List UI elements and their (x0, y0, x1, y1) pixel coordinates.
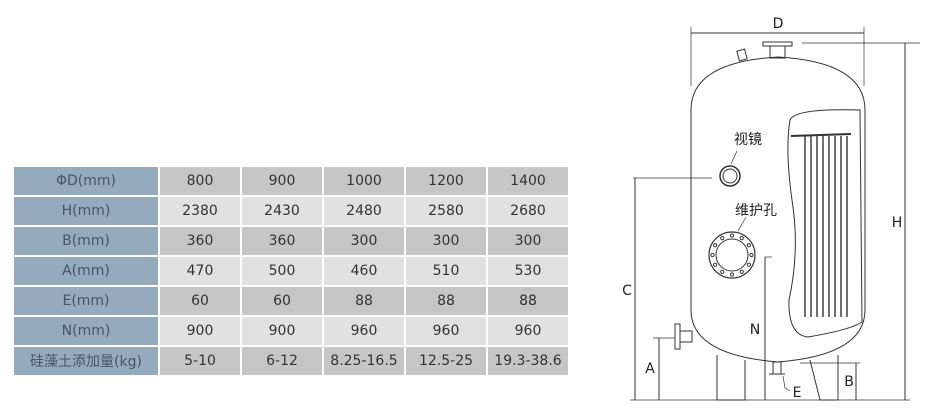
row-header: 硅藻土添加量(kg) (14, 347, 158, 375)
bolt (739, 269, 744, 274)
label-b: B (844, 374, 854, 390)
table-cell: 1000 (324, 167, 404, 195)
label-a: A (645, 361, 655, 377)
table-cell: 8.25-16.5 (324, 347, 404, 375)
bolt (713, 243, 718, 248)
table-cell: 530 (488, 257, 568, 285)
table-cell: 960 (488, 317, 568, 345)
table-row: N(mm) 900 900 960 960 960 (14, 317, 568, 345)
tank-body (690, 56, 866, 363)
cutaway (787, 109, 863, 338)
table-cell: 470 (160, 257, 240, 285)
table-cell: 5-10 (160, 347, 240, 375)
table-row: H(mm) 2380 2430 2480 2580 2680 (14, 197, 568, 225)
table-cell: 510 (406, 257, 486, 285)
bolt (729, 272, 735, 277)
table-cell: 300 (406, 227, 486, 255)
bolt (746, 243, 751, 248)
table-cell: 2480 (324, 197, 404, 225)
table-cell: 900 (242, 317, 322, 345)
label-manhole: 维护孔 (735, 203, 777, 219)
table-cell: 360 (242, 227, 322, 255)
table-cell: 2380 (160, 197, 240, 225)
bolt (720, 269, 725, 274)
bolt (746, 262, 751, 267)
bottom-drain (772, 361, 782, 375)
row-header: A(mm) (14, 257, 158, 285)
table-cell: 88 (324, 287, 404, 315)
bolt (713, 262, 718, 267)
bolt (729, 233, 735, 238)
table-cell: 300 (488, 227, 568, 255)
table-cell: 2680 (488, 197, 568, 225)
bolt (720, 236, 725, 241)
vent-valve (736, 48, 748, 62)
table-cell: 960 (406, 317, 486, 345)
table-row: ΦD(mm) 800 900 1000 1200 1400 (14, 167, 568, 195)
table-row: E(mm) 60 60 88 88 88 (14, 287, 568, 315)
sight-glass (719, 165, 741, 187)
table-cell: 900 (242, 167, 322, 195)
label-c: C (622, 283, 632, 299)
label-n: N (750, 322, 760, 338)
leg-right (809, 355, 839, 401)
bolt (710, 252, 715, 258)
table-cell: 12.5-25 (406, 347, 486, 375)
table-cell: 19.3-38.6 (488, 347, 568, 375)
table-cell: 960 (324, 317, 404, 345)
table-cell: 1200 (406, 167, 486, 195)
row-header: E(mm) (14, 287, 158, 315)
label-h: H (892, 215, 903, 231)
table-cell: 88 (488, 287, 568, 315)
bolt (739, 236, 744, 241)
table-cell: 60 (160, 287, 240, 315)
table-cell: 60 (242, 287, 322, 315)
label-e: E (793, 385, 802, 401)
row-header: B(mm) (14, 227, 158, 255)
spec-table: ΦD(mm) 800 900 1000 1200 1400 H(mm) 2380 2430 248… (12, 165, 570, 377)
table-cell: 88 (406, 287, 486, 315)
table-cell: 800 (160, 167, 240, 195)
table-cell: 300 (324, 227, 404, 255)
table-row: 硅藻土添加量(kg) 5-10 6-12 8.25-16.5 12.5-25 19.3-3… (14, 347, 568, 375)
label-sight-glass: 视镜 (734, 132, 762, 148)
filter-header (790, 133, 852, 137)
top-nozzle (762, 41, 793, 47)
table-cell: 500 (242, 257, 322, 285)
leg-left (716, 355, 746, 401)
table-cell: 360 (160, 227, 240, 255)
side-nozzle (674, 323, 681, 350)
row-header: H(mm) (14, 197, 158, 225)
row-header: ΦD(mm) (14, 167, 158, 195)
table-cell: 6-12 (242, 347, 322, 375)
label-d: D (773, 16, 784, 32)
table-row: B(mm) 360 360 300 300 300 (14, 227, 568, 255)
bolt (749, 252, 754, 258)
manhole (708, 231, 756, 279)
row-header: N(mm) (14, 317, 158, 345)
table-cell: 1400 (488, 167, 568, 195)
table-row: A(mm) 470 500 460 510 530 (14, 257, 568, 285)
table-cell: 460 (324, 257, 404, 285)
table-cell: 2430 (242, 197, 322, 225)
filter-elements (804, 136, 848, 317)
table-cell: 900 (160, 317, 240, 345)
table-cell: 2580 (406, 197, 486, 225)
